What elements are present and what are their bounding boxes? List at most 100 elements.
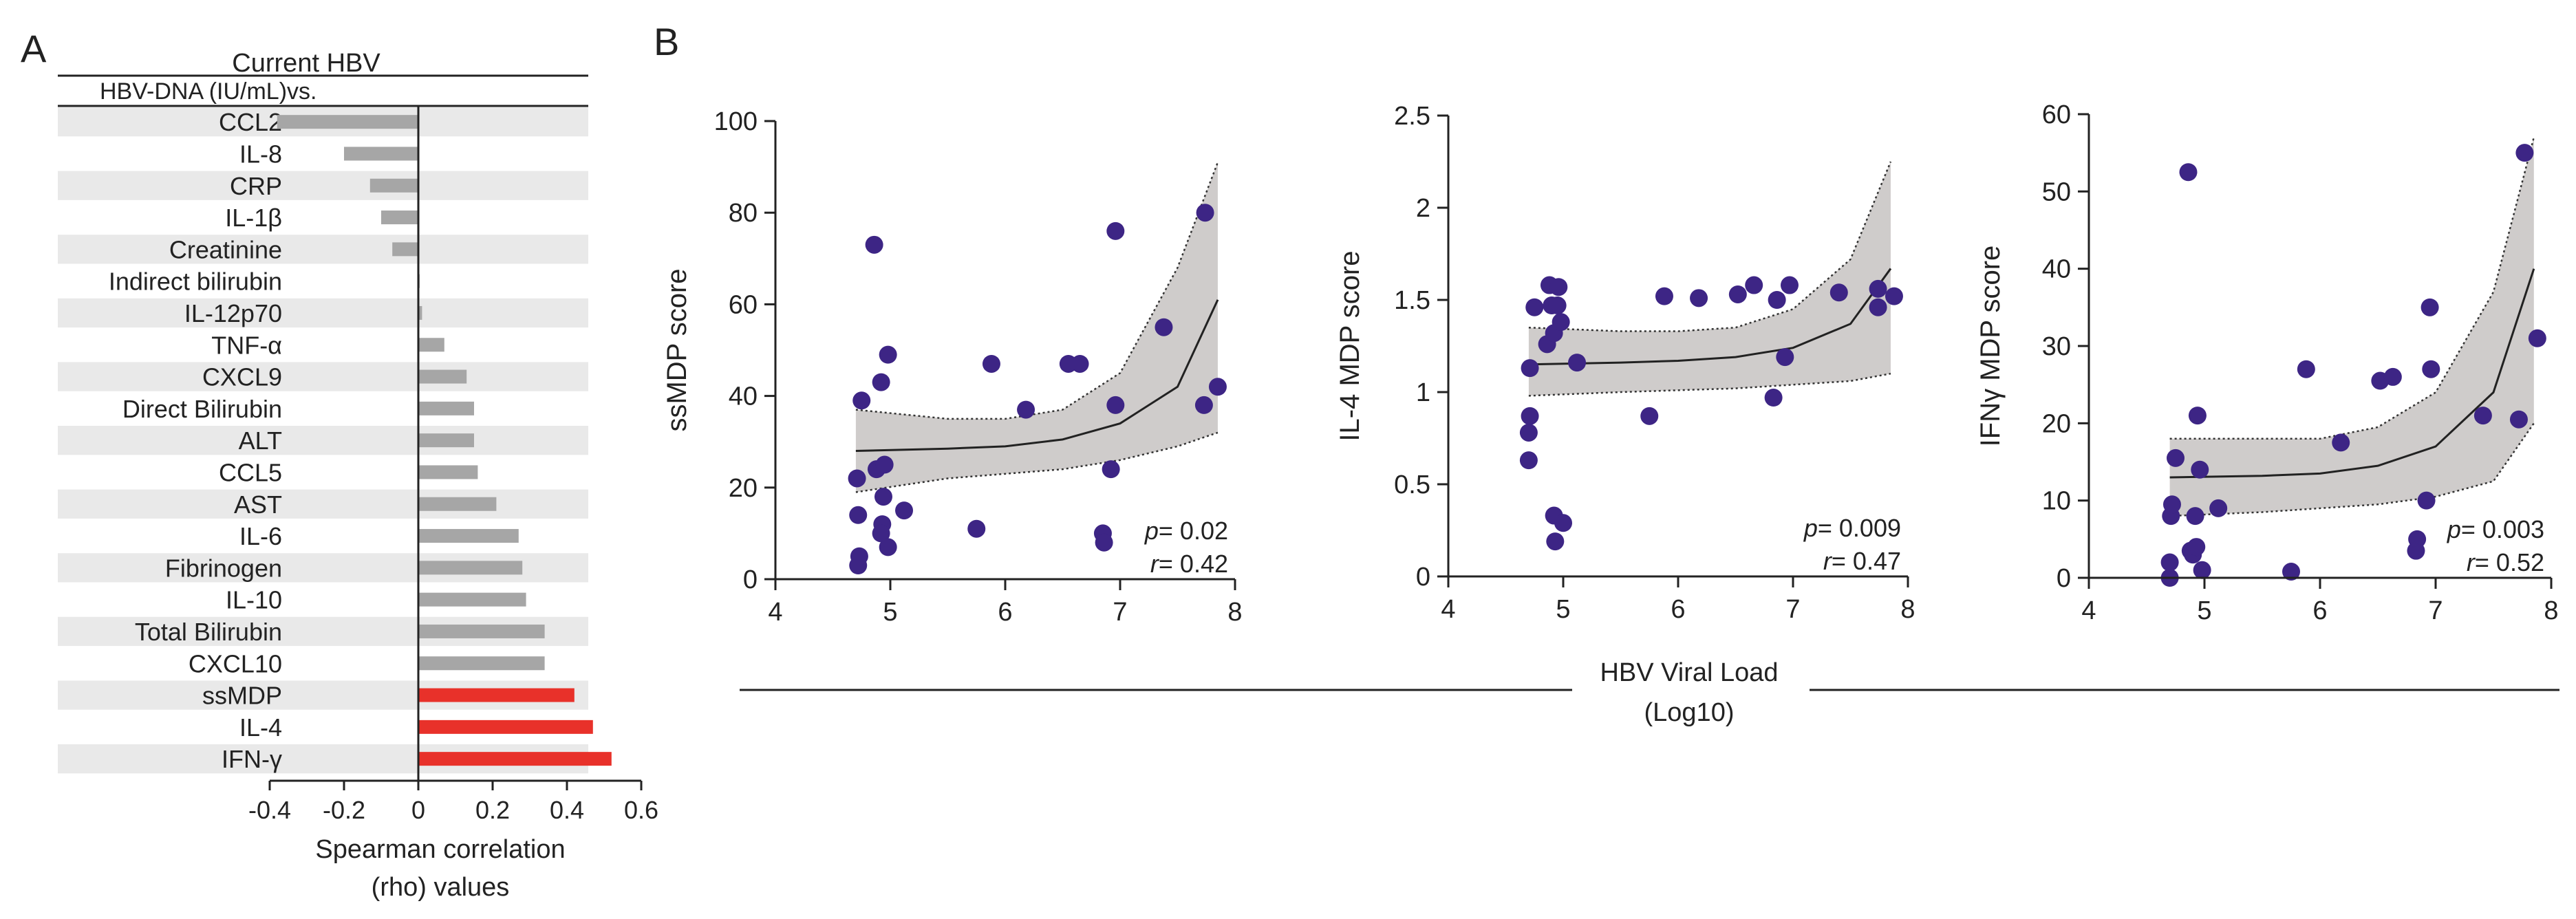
x-tick-label: 7	[1785, 595, 1800, 624]
bar-label-il-4: IL-4	[239, 713, 282, 742]
data-point	[1548, 296, 1567, 315]
data-point	[1017, 400, 1035, 419]
data-point	[879, 538, 897, 556]
bar-label-creatinine: Creatinine	[169, 235, 282, 263]
bar-label-il-10: IL-10	[226, 586, 282, 614]
data-point	[2167, 448, 2185, 467]
fit-line	[855, 299, 1219, 453]
data-point	[2162, 495, 2181, 514]
y-tick-label: 10	[2042, 487, 2071, 516]
bar-x-tick-label: 0.6	[624, 796, 658, 824]
ci-lower-line	[1528, 372, 1891, 397]
bar-chart-header-title: Current HBV	[232, 49, 380, 78]
row-band	[58, 362, 588, 391]
x-tick-label: 4	[2081, 596, 2096, 625]
bar-ccl2	[277, 115, 418, 129]
bar-x-tick-label: 0	[411, 796, 425, 824]
x-tick-label: 6	[1671, 595, 1685, 624]
data-point	[1869, 298, 1887, 316]
bar-x-tick-label: -0.4	[248, 796, 291, 824]
bar-il-4	[418, 720, 593, 734]
bar-label-il-12p70: IL-12p70	[184, 299, 282, 327]
bar-label-crp: CRP	[230, 172, 282, 200]
data-point	[2160, 553, 2179, 572]
data-point	[1106, 221, 1125, 240]
y-axis-title: ssMDP score	[662, 268, 692, 431]
r-value-stat: r= 0.52	[2467, 548, 2544, 576]
data-point	[2186, 507, 2204, 526]
bar-cxcl10	[418, 656, 545, 671]
bar-il-12p70	[418, 305, 422, 320]
data-point	[2528, 329, 2546, 347]
confidence-band	[2169, 137, 2534, 517]
bar-tnf	[418, 338, 444, 352]
data-point	[875, 455, 894, 474]
data-point	[1745, 276, 1763, 294]
bar-label-fibrinogen: Fibrinogen	[165, 554, 282, 582]
y-axis-title: IFNγ MDP score	[1975, 246, 2006, 447]
data-point	[1552, 313, 1570, 332]
data-point	[849, 506, 868, 524]
ci-upper-line	[2169, 137, 2535, 440]
data-point	[2515, 144, 2534, 162]
confidence-band	[1528, 162, 1891, 396]
p-value: = 0.009	[1818, 514, 1901, 542]
bar-chart-header-subtitle: HBV-DNA (IU/mL)vs.	[100, 78, 316, 105]
data-point	[967, 519, 986, 538]
y-tick-label: 40	[2042, 255, 2071, 284]
data-point	[1776, 348, 1794, 367]
row-bands	[58, 107, 588, 774]
y-axis-title: IL-4 MDP score	[1335, 250, 1365, 441]
confidence-band	[855, 162, 1218, 493]
data-point	[1690, 289, 1708, 307]
data-point	[1568, 354, 1587, 372]
data-point	[1095, 533, 1113, 552]
data-point	[1208, 378, 1227, 396]
data-point	[1102, 460, 1120, 479]
y-tick-label: 2.5	[1394, 102, 1430, 131]
y-tick-label: 1	[1416, 378, 1430, 407]
p-value-stat: p= 0.003	[2447, 515, 2544, 543]
scatter-ssmdp: 0 20 40 60 80 100 4 5 6 7 8 ssMDP score p= 0.02 r= 0.…	[662, 107, 1243, 627]
x-tick-label: 6	[2312, 596, 2327, 625]
bar-label-cxcl9: CXCL9	[202, 363, 282, 391]
data-point	[1549, 278, 1568, 296]
y-tick-label: 40	[729, 382, 758, 411]
y-tick-label: 100	[714, 107, 758, 136]
y-tick-label: 20	[2042, 409, 2071, 438]
x-tick-label: 8	[1227, 598, 1242, 627]
r-value-stat: r= 0.47	[1823, 547, 1901, 575]
bar-x-axis: -0.4 -0.2 0 0.2 0.4 0.6	[248, 779, 658, 824]
data-point	[865, 235, 883, 254]
scatter-ifng: 0 10 20 30 40 50 60 4 5 6 7 8 IFNγ MDP score p= 0.003…	[1975, 100, 2559, 625]
bar-label-total-bilirubin: Total Bilirubin	[135, 618, 282, 646]
p-value: = 0.003	[2461, 515, 2544, 543]
data-point	[1655, 287, 1673, 305]
data-point	[1885, 287, 1903, 305]
data-point	[1525, 298, 1544, 316]
data-point	[1194, 396, 1213, 414]
bar-cxcl9	[418, 369, 467, 384]
data-point	[1640, 407, 1659, 425]
data-point	[2193, 561, 2211, 579]
y-tick-label: 80	[729, 199, 758, 228]
bar-label-cxcl10: CXCL10	[189, 649, 282, 678]
bar-label-il-1: IL-1β	[225, 204, 282, 232]
data-point	[2408, 530, 2427, 548]
y-tick-label: 1.5	[1394, 286, 1430, 315]
y-tick-label: 60	[729, 290, 758, 319]
data-point	[1869, 279, 1887, 298]
data-point	[1196, 204, 1214, 222]
fit-line	[1528, 268, 1892, 366]
data-point	[2473, 407, 2492, 425]
scatter-il4: 0 0.5 1 1.5 2 2.5 4 5 6 7 8 IL-4 MDP score p= 0.009 r…	[1335, 102, 1915, 624]
ci-lower-line	[2169, 422, 2535, 517]
data-point	[2509, 410, 2528, 429]
data-point	[872, 524, 890, 543]
x-tick-label: 5	[883, 598, 897, 627]
data-point	[848, 469, 866, 488]
bar-x-tick-label: 0.4	[550, 796, 584, 824]
bar-x-tick-label: 0.2	[475, 796, 510, 824]
x-tick-label: 8	[2544, 596, 2558, 625]
data-point	[1106, 396, 1125, 414]
